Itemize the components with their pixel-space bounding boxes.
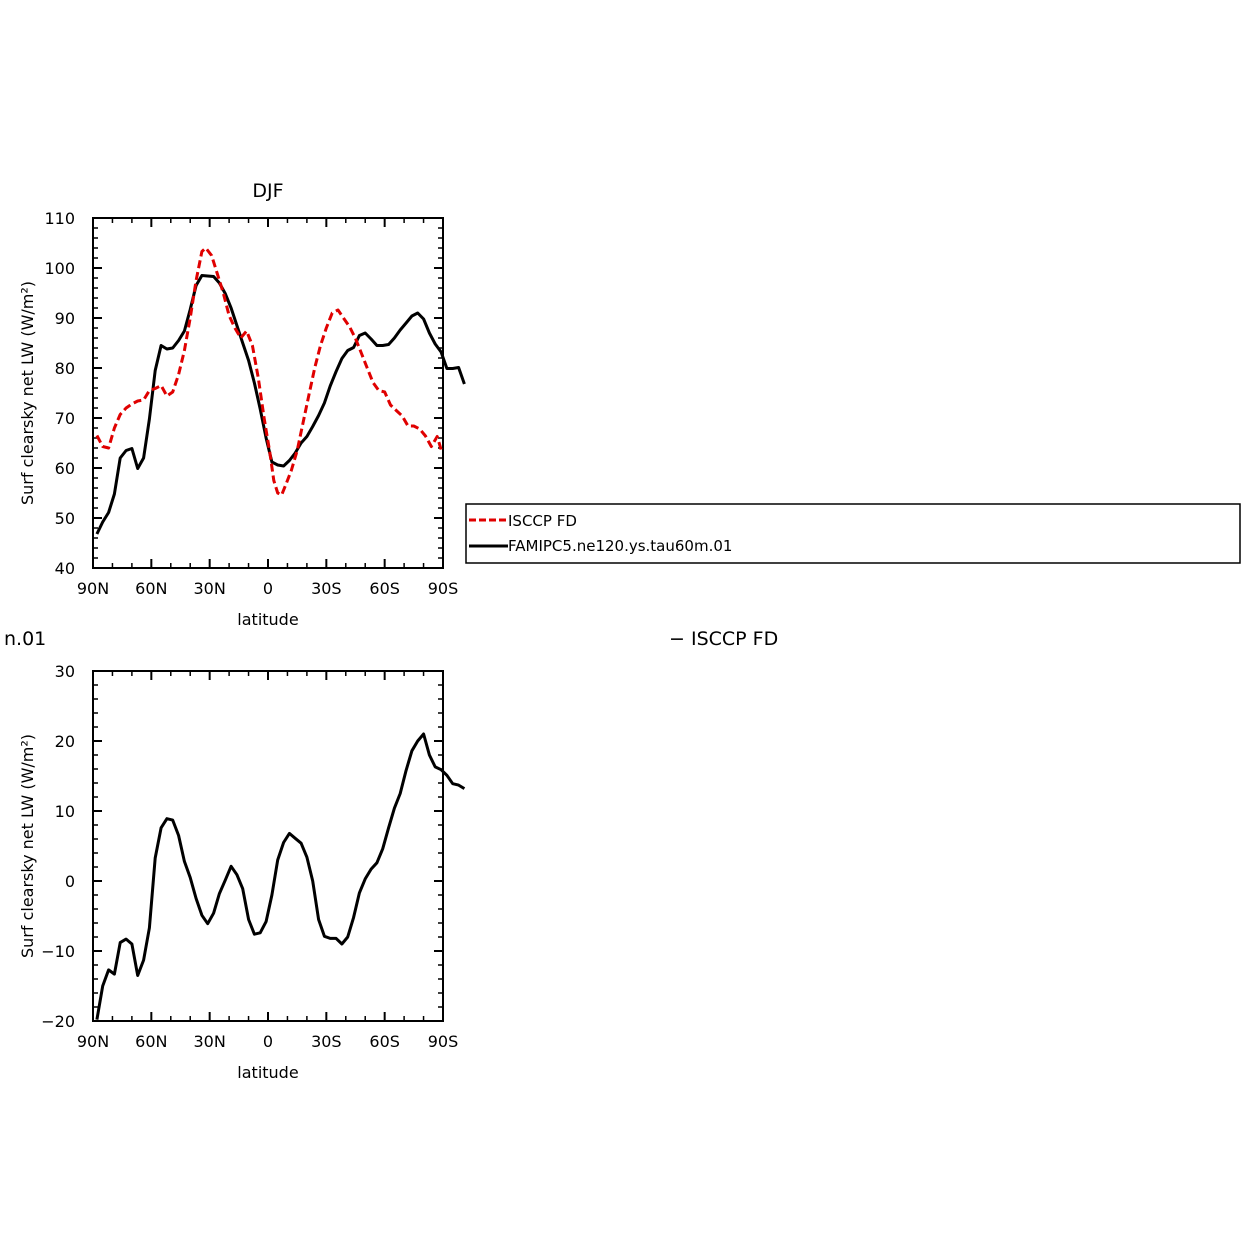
x-tick-label: 60N — [135, 579, 167, 598]
bottom-chart-title-left-fragment: n.01 — [4, 628, 46, 650]
top-axes: 90N 60N 30N 0 30S 60S 90S 40 50 60 70 80 90 100 110 — [44, 209, 458, 598]
y-tick-label: 20 — [55, 732, 75, 751]
y-tick-label: 100 — [44, 259, 75, 278]
top-plot-frame — [92, 217, 444, 569]
legend-box — [465, 503, 1241, 564]
bottom-x-axis-label: latitude — [237, 1063, 298, 1082]
y-tick-label: 40 — [55, 559, 75, 578]
x-tick-label: 30S — [311, 1032, 342, 1051]
top-x-axis-label: latitude — [237, 610, 298, 629]
bottom-axes: 90N 60N 30N 0 30S 60S 90S −20 −10 0 10 20 30 — [41, 662, 458, 1051]
x-tick-label: 90N — [77, 579, 109, 598]
y-tick-label: 80 — [55, 359, 75, 378]
x-tick-label: 90S — [428, 1032, 459, 1051]
legend-label-famipc5: FAMIPC5.ne120.ys.tau60m.01 — [508, 537, 732, 555]
x-tick-label: 30N — [194, 1032, 226, 1051]
y-tick-label: 110 — [44, 209, 75, 228]
top-chart: DJF 90N 60N 30N 0 30S 60S 90S 40 50 60 70 80 90 100 11… — [18, 180, 466, 629]
y-tick-label: 60 — [55, 459, 75, 478]
y-tick-label: 70 — [55, 409, 75, 428]
bottom-y-axis-label: Surf clearsky net LW (W/m²) — [18, 734, 37, 958]
series-line-isccp-fd — [95, 246, 443, 497]
top-y-axis-label: Surf clearsky net LW (W/m²) — [18, 281, 37, 505]
bottom-data-lines — [95, 732, 466, 1020]
top-chart-title: DJF — [252, 180, 283, 202]
x-tick-label: 60S — [369, 1032, 400, 1051]
x-tick-label: 0 — [263, 579, 273, 598]
y-tick-label: 90 — [55, 309, 75, 328]
x-tick-label: 0 — [263, 1032, 273, 1051]
x-tick-label: 60N — [135, 1032, 167, 1051]
y-tick-label: 0 — [65, 872, 75, 891]
y-tick-label: 10 — [55, 802, 75, 821]
series-line-difference — [95, 732, 466, 1020]
y-tick-label: −20 — [41, 1012, 75, 1031]
x-tick-label: 90S — [428, 579, 459, 598]
y-tick-label: 50 — [55, 509, 75, 528]
top-data-lines — [95, 246, 466, 535]
bottom-plot-frame — [92, 670, 444, 1022]
legend-label-isccp: ISCCP FD — [508, 512, 577, 530]
bottom-chart-title-right-fragment: − ISCCP FD — [669, 628, 778, 650]
x-tick-label: 30N — [194, 579, 226, 598]
y-tick-label: −10 — [41, 942, 75, 961]
x-tick-label: 30S — [311, 579, 342, 598]
bottom-chart: n.01 − ISCCP FD 90N 60N 30N 0 30S 60S 90S −20 −1… — [4, 628, 778, 1082]
x-tick-label: 90N — [77, 1032, 109, 1051]
x-tick-label: 60S — [369, 579, 400, 598]
series-line-famipc5-ne120-ys-tau60m-01 — [95, 274, 466, 535]
y-tick-label: 30 — [55, 662, 75, 681]
legend: ISCCP FD FAMIPC5.ne120.ys.tau60m.01 — [465, 503, 1241, 564]
